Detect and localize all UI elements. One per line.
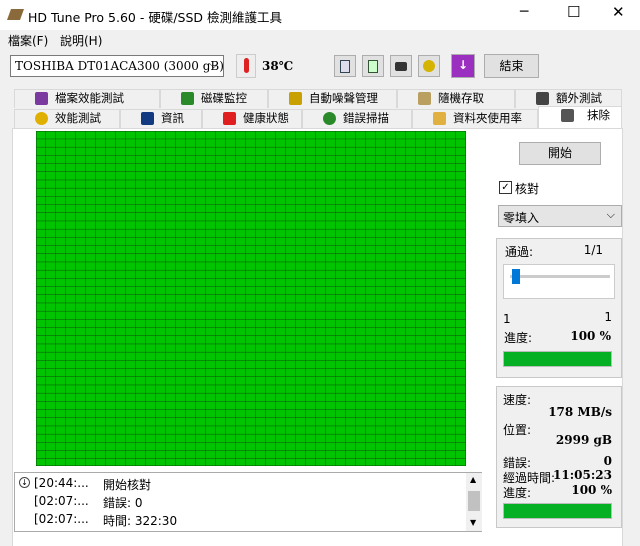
verify-checkbox[interactable]: ✓ xyxy=(499,181,512,194)
copy-button[interactable] xyxy=(334,55,356,77)
tab[interactable]: 磁碟監控 xyxy=(160,89,268,108)
log-message: 時間: 322:30 xyxy=(103,514,178,528)
log-message: 開始核對 xyxy=(103,478,152,492)
block-map xyxy=(36,131,466,466)
tab[interactable]: 健康狀態 xyxy=(202,109,302,128)
scroll-down[interactable]: ▼ xyxy=(470,518,477,527)
start-button[interactable]: 開始 xyxy=(519,142,601,165)
temperature: 38℃ xyxy=(262,59,294,73)
log-icon: ↓ xyxy=(19,477,30,488)
pass-count: 1/1 xyxy=(583,243,603,257)
copy-all-button[interactable] xyxy=(362,55,384,77)
log-time: [02:07:... xyxy=(34,512,89,526)
tab-label: 錯誤掃描 xyxy=(343,111,389,125)
tab[interactable]: 資訊 xyxy=(120,109,202,128)
scroll-thumb[interactable] xyxy=(468,491,480,511)
minimize-button[interactable]: ─ xyxy=(520,4,529,20)
window-title: HD Tune Pro 5.60 - 硬碟/SSD 檢測維護工具 xyxy=(28,10,283,25)
thermometer-icon xyxy=(236,54,256,78)
tab[interactable]: 錯誤掃描 xyxy=(302,109,412,128)
app-icon xyxy=(6,9,25,20)
save-button[interactable]: ↓ xyxy=(451,54,475,78)
tab[interactable]: 隨機存取 xyxy=(397,89,515,108)
progress-value: 100 % xyxy=(570,329,611,343)
stat-label: 錯誤: xyxy=(503,456,532,470)
tab[interactable]: 自動噪聲管理 xyxy=(268,89,397,108)
slider-thumb xyxy=(512,269,520,284)
tab-label: 效能測試 xyxy=(55,111,101,125)
screenshot-button[interactable] xyxy=(390,55,412,77)
dropdown-arrow: ⌵ xyxy=(606,208,615,221)
tab-label: 磁碟監控 xyxy=(201,91,247,105)
tab-label: 額外測試 xyxy=(556,91,602,105)
tab[interactable]: 資料夾使用率 xyxy=(412,109,538,128)
maximize-button[interactable]: ☐ xyxy=(567,3,581,21)
progress-bar xyxy=(503,351,612,367)
options-button[interactable] xyxy=(418,55,440,77)
stat-value: 2999 gB xyxy=(555,433,612,447)
stats-panel: 速度: 178 MB/s 位置: 2999 gB 錯誤: 0 經過時間: 11:… xyxy=(496,386,622,528)
stat-value: 178 MB/s xyxy=(548,405,612,419)
tab-selected[interactable]: 抹除 xyxy=(538,106,622,129)
scroll-up[interactable]: ▲ xyxy=(470,475,477,484)
stat-label: 速度: xyxy=(503,393,532,407)
progress-label: 進度: xyxy=(504,331,533,345)
stat-label: 位置: xyxy=(503,423,532,437)
stat-value: 11:05:23 xyxy=(553,468,612,482)
stat-label: 經過時間: xyxy=(503,471,556,485)
tab-label: 自動噪聲管理 xyxy=(309,91,378,105)
tab-label: 資料夾使用率 xyxy=(453,111,522,125)
slider-min: 1 xyxy=(503,312,511,326)
pass-label: 通過: xyxy=(505,245,534,259)
log-box: ↓ [20:44:... 開始核對 [02:07:... 錯誤: 0 [02:0… xyxy=(14,472,482,532)
log-time: [02:07:... xyxy=(34,494,89,508)
progress-bar xyxy=(503,503,612,519)
menu-item[interactable]: 檔案(F) xyxy=(8,34,49,48)
drive-name: TOSHIBA DT01ACA300 (3000 gB) xyxy=(15,59,224,73)
dropdown-arrow: ⌵ xyxy=(209,58,218,71)
tab-label: 隨機存取 xyxy=(438,91,484,105)
close-button[interactable]: ✕ xyxy=(612,3,625,21)
scrollbar[interactable]: ▲ ▼ xyxy=(466,473,482,531)
stat-label: 進度: xyxy=(503,486,532,500)
menu-item[interactable]: 說明(H) xyxy=(60,34,103,48)
verify-label: 核對 xyxy=(515,182,540,196)
slider-track xyxy=(510,275,610,278)
title-bar: HD Tune Pro 5.60 - 硬碟/SSD 檢測維護工具 ─ ☐ ✕ xyxy=(0,0,640,30)
tab-label: 檔案效能測試 xyxy=(55,91,124,105)
block-grid xyxy=(36,131,466,466)
tab-label: 健康狀態 xyxy=(243,111,289,125)
fill-mode: 零填入 xyxy=(503,211,540,225)
log-message: 錯誤: 0 xyxy=(103,496,143,510)
fill-select[interactable]: 零填入 ⌵ xyxy=(498,205,622,227)
pass-panel: 通過: 1/1 1 1 進度: 100 % xyxy=(496,238,622,378)
tab[interactable]: 額外測試 xyxy=(515,89,622,108)
tab[interactable]: 效能測試 xyxy=(14,109,120,128)
stat-value: 100 % xyxy=(571,483,612,497)
tab-label: 資訊 xyxy=(161,111,184,125)
stat-value: 0 xyxy=(603,454,612,468)
pass-slider xyxy=(503,264,615,299)
tab-label: 抹除 xyxy=(587,108,610,122)
tab[interactable]: 檔案效能測試 xyxy=(14,89,160,108)
drive-select[interactable]: TOSHIBA DT01ACA300 (3000 gB) ⌵ xyxy=(10,55,224,77)
log-time: [20:44:... xyxy=(34,476,89,490)
slider-max: 1 xyxy=(604,310,612,324)
exit-button[interactable]: 結束 xyxy=(484,54,539,78)
